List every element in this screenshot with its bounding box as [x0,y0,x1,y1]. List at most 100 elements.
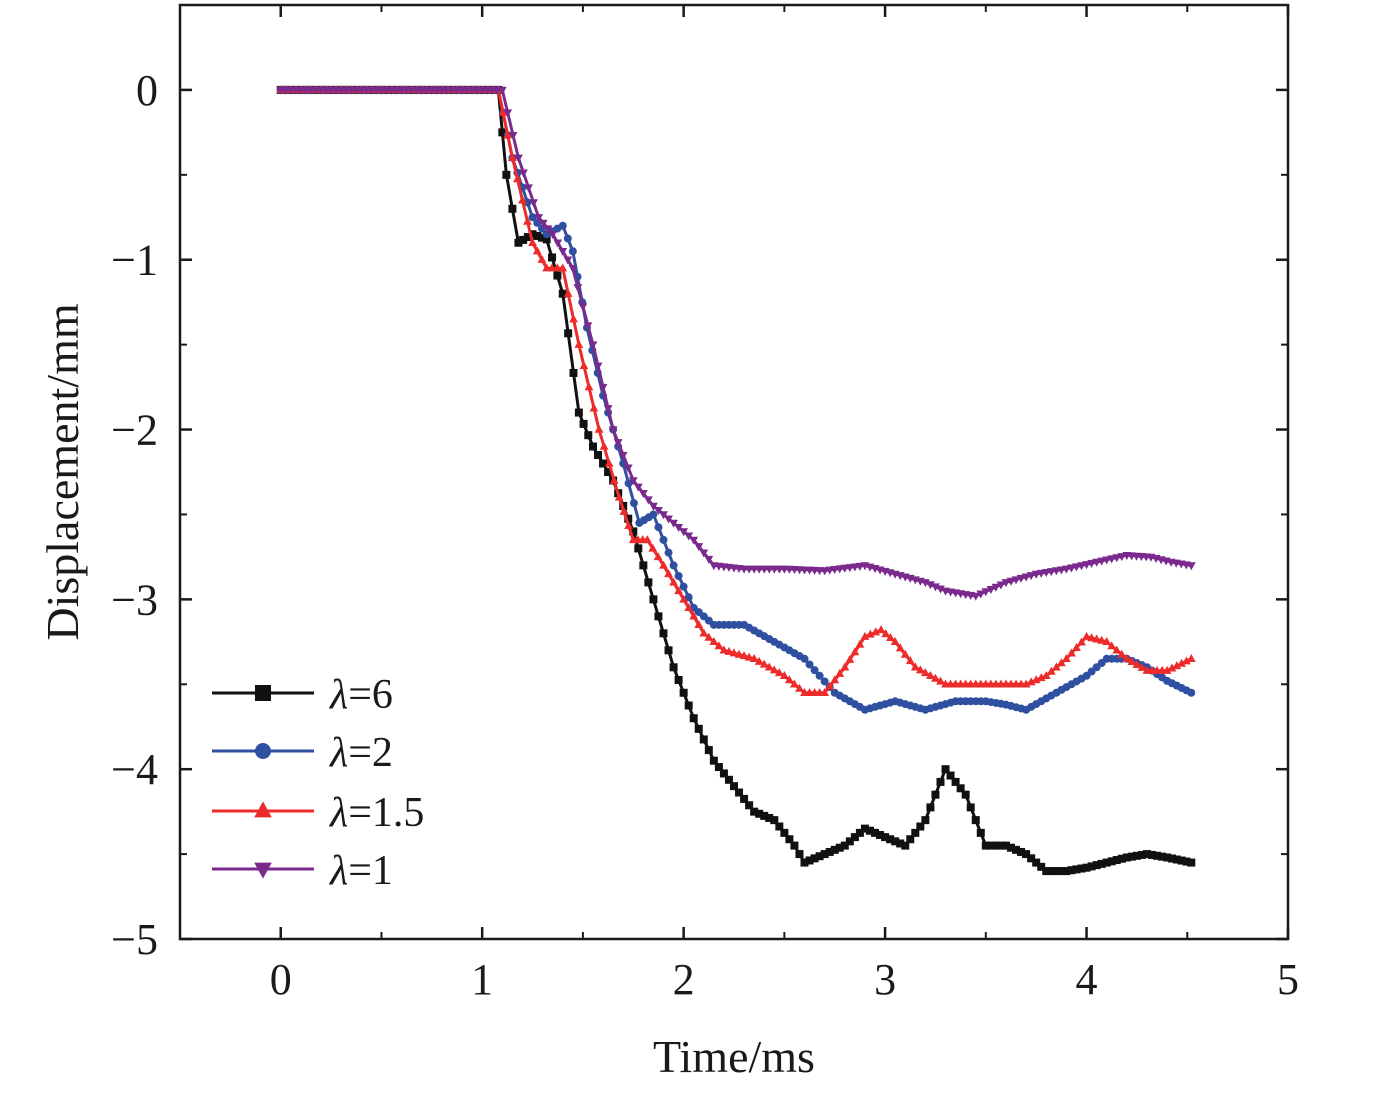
data-point [553,271,562,280]
data-point [1077,637,1086,646]
data-point [1137,662,1147,671]
data-point [594,451,603,460]
data-point [604,458,614,467]
series-layer [276,85,1196,876]
data-point [1112,856,1121,865]
data-point [1127,852,1136,861]
data-point [941,765,950,774]
data-point [669,663,678,672]
data-point [795,683,804,692]
data-point [558,263,568,272]
data-point [926,670,935,679]
data-point [684,701,693,710]
data-point [850,833,859,842]
data-point [1082,863,1091,872]
data-point [583,322,593,331]
data-point [498,128,507,137]
data-point [971,816,980,825]
data-point [508,153,517,162]
data-point [664,646,673,655]
data-point [750,807,759,816]
data-point [1011,576,1021,585]
data-point [886,633,895,642]
data-point [613,439,623,448]
data-point [543,225,553,234]
data-point [563,234,572,243]
data-point [840,841,849,850]
data-point [911,828,920,837]
data-point [800,654,809,663]
data-point [825,847,834,856]
data-point [886,835,895,844]
data-point [674,586,683,595]
data-point [674,572,683,581]
data-point [584,431,593,440]
data-point [815,671,824,680]
data-point [568,247,577,256]
data-point [926,803,935,812]
data-point [524,184,533,193]
data-point [643,496,653,505]
data-point [514,154,523,163]
data-point [951,777,960,786]
legend-label: λ=1 [328,848,393,894]
data-point [921,816,930,825]
data-point [1007,843,1015,852]
data-point [684,593,693,602]
data-point [1031,570,1041,579]
data-point [1046,568,1056,577]
series-3 [276,85,1196,696]
data-point [1177,856,1186,865]
data-point [906,835,915,844]
data-point [1031,675,1041,684]
data-point [991,583,1001,592]
data-point [654,523,663,532]
data-point [537,233,546,242]
data-point [498,107,508,116]
data-point [604,468,613,476]
data-point [820,687,830,696]
legend-value: =2 [348,730,393,776]
data-point [508,131,518,140]
data-point [1027,854,1036,863]
y-axis-label: Displacement/mm [37,303,88,640]
data-point [1067,866,1076,875]
legend-label: λ=1.5 [328,790,424,836]
data-point [638,490,648,499]
data-point [1056,566,1066,575]
data-point [1062,654,1071,662]
data-point [905,656,915,665]
data-point [599,459,608,468]
data-point [609,475,619,484]
data-point [598,383,608,392]
data-point [785,835,794,844]
data-point [1042,867,1051,876]
data-point [810,666,819,675]
data-point [835,668,845,677]
data-point [1001,579,1011,588]
data-point [855,639,865,648]
data-point [876,830,885,839]
data-point [1092,634,1102,643]
data-point [719,769,728,778]
data-point [1082,631,1091,640]
data-point [514,238,523,247]
axis-ticks: 0 1 2 3 4 5 0 −1 −2 −3 −4 −5 [111,5,1299,1004]
x-tick-label: 5 [1277,955,1299,1004]
data-point [558,221,567,230]
data-point [563,288,573,297]
data-point [1097,557,1107,566]
data-point [775,822,784,831]
data-point [1062,565,1071,574]
data-point [1177,658,1187,667]
data-point [805,660,814,669]
data-point [805,856,814,865]
data-point [860,631,870,640]
data-point [724,646,734,655]
data-point [755,809,764,818]
x-tick-label: 2 [673,955,695,1004]
data-point [563,256,573,265]
data-point [1132,851,1141,860]
data-point [740,794,749,803]
data-point [1122,654,1132,662]
